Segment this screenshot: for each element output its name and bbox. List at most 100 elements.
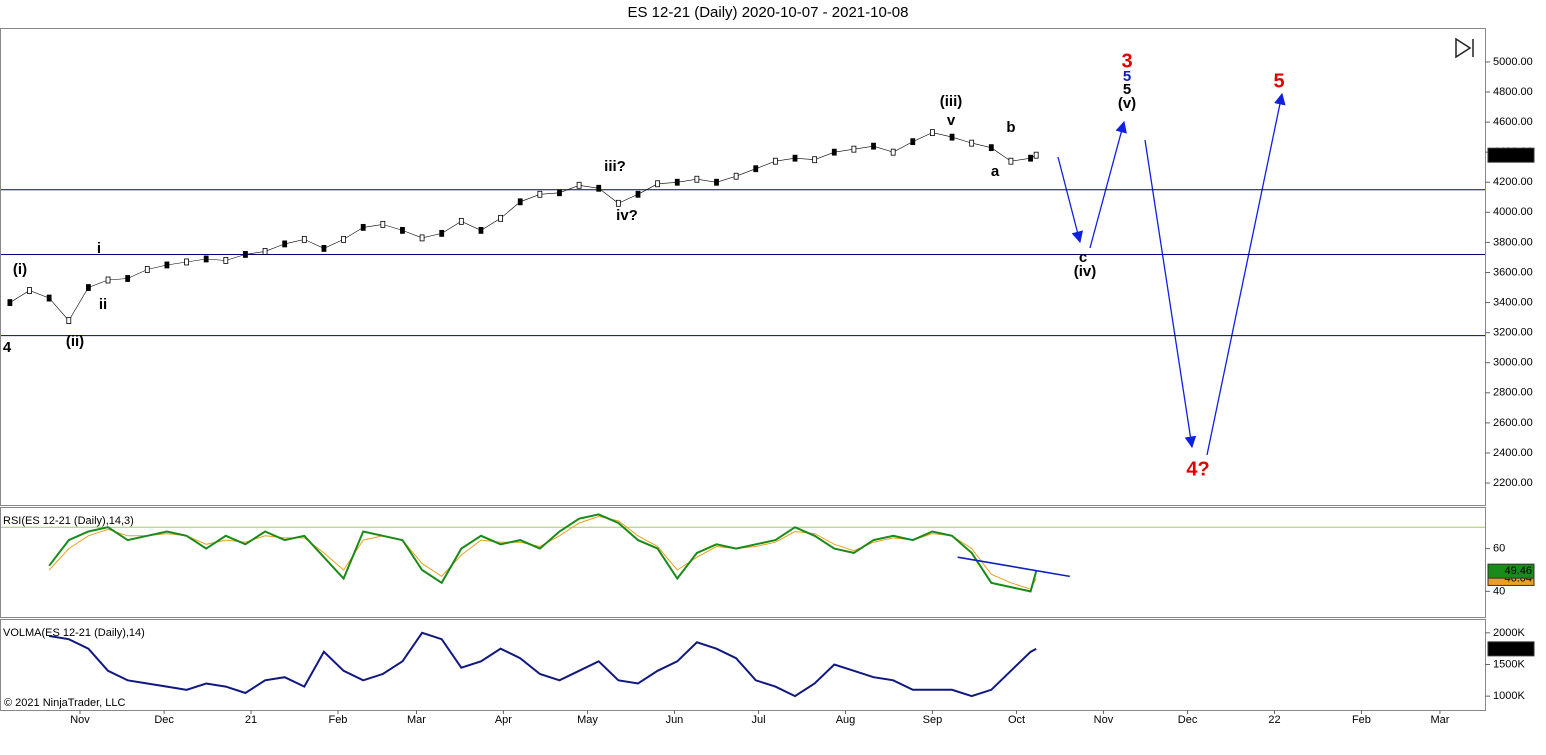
candle [910,138,916,146]
wave-label: (v) [1118,95,1136,112]
x-tick-label: Feb [1352,714,1371,726]
x-tick-label: Sep [923,714,943,726]
candle [714,178,719,186]
candle [184,258,189,266]
candle [1033,151,1039,159]
candle [792,154,798,162]
y-tick-label: 2200.00 [1493,477,1533,489]
y-tick-label: 3800.00 [1493,236,1533,248]
candle [86,284,91,291]
x-tick-label: Nov [70,714,90,726]
candle [341,236,346,243]
candle [282,240,288,248]
candle [831,148,837,156]
y-tick-label: 3600.00 [1493,266,1533,278]
y-tick-label: 3400.00 [1493,296,1533,308]
x-tick-label: Apr [495,714,512,726]
x-tick-label: Mar [407,714,426,726]
y-tick-label: 4200.00 [1493,176,1533,188]
candle [321,245,327,252]
candle [812,156,818,164]
chart-title: ES 12-21 (Daily) 2020-10-07 - 2021-10-08 [628,4,909,21]
wave-label: 5 [1123,68,1131,85]
panel-label: VOLMA(ES 12-21 (Daily),14) [3,627,145,639]
y-tick-label: 1000K [1493,690,1525,702]
candle [1008,157,1014,165]
candle [557,189,562,197]
y-tick-label: 4600.00 [1493,116,1533,128]
y-tick-label: 1500K [1493,658,1525,670]
candle [930,129,935,137]
copyright: © 2021 NinjaTrader, LLC [4,697,125,709]
wave-label: a [991,163,1000,180]
value-badge [1487,147,1535,163]
wave-label: 5 [1273,70,1284,92]
candle [871,142,876,150]
wave-label: (ii) [66,333,84,350]
y-tick-label: 2400.00 [1493,447,1533,459]
candle [243,251,248,258]
candle [694,175,700,183]
wave-label: 4 [3,339,12,356]
candle [262,248,268,255]
wave-label: (i) [13,261,27,278]
y-tick-label: 4800.00 [1493,86,1533,98]
wave-label: (iii) [940,93,963,110]
candle [301,236,307,243]
x-tick-label: Jul [752,714,766,726]
candle [576,181,582,189]
icon[interactable] [1455,37,1474,59]
wave-label: i [97,240,101,257]
y-tick-label: 3000.00 [1493,357,1533,369]
arrow [1089,120,1127,249]
value-badge-label: 4380.00 [1492,149,1532,161]
candle [46,294,52,302]
x-tick-label: Dec [154,714,174,726]
candle [655,180,661,188]
x-tick-label: Nov [1094,714,1114,726]
x-tick-label: Feb [328,714,347,726]
y-tick-label: 2000K [1493,627,1525,639]
candle [890,148,896,156]
y-tick-label: 5000.00 [1493,56,1533,68]
wave-label: 5 [1123,81,1131,98]
candle [1028,154,1033,162]
candle [517,198,523,206]
value-badge [1487,563,1535,579]
play-icon[interactable] [1455,37,1474,59]
x-tick-label: Aug [836,714,856,726]
rsi-panel [0,507,1486,618]
candle [419,234,425,242]
candle [27,287,32,294]
volma-panel [0,619,1486,711]
candle [125,275,131,282]
x-tick-label: 21 [245,714,257,726]
candle [851,145,857,153]
data-line [48,513,1038,593]
y-tick-label: 40 [1493,585,1505,597]
candle [164,261,170,269]
wave-label: ii [99,296,107,313]
candle [674,178,680,186]
value-badge [1487,641,1535,657]
panel-label: RSI(ES 12-21 (Daily),14,3) [3,515,134,527]
arrow [1057,156,1084,244]
arrow [1206,92,1286,456]
candle [380,220,386,228]
candle [733,172,739,180]
candle [360,223,366,231]
y-tick-label: 60 [1493,543,1505,555]
wave-label: 3 [1121,50,1132,72]
value-badge-label: 1747K [1500,643,1532,655]
wave-label: iii? [604,158,626,175]
trendline [957,556,1070,578]
candle [223,257,229,264]
value-badge-label: 49.46 [1504,565,1532,577]
candle [753,165,759,173]
candle [144,266,150,273]
y-tick-label: 2800.00 [1493,387,1533,399]
candle [400,226,405,234]
candle [537,190,543,198]
x-tick-label: 22 [1268,714,1280,726]
candle [439,229,445,237]
